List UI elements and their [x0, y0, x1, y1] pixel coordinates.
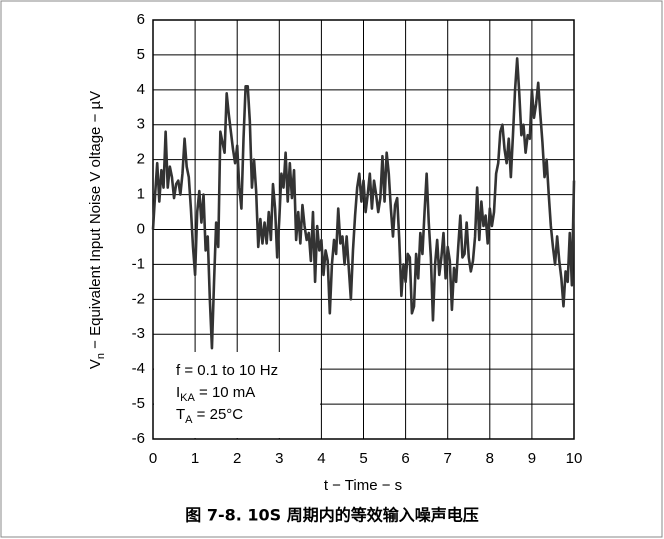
annotation-part: = 25°C	[193, 406, 244, 423]
y-tick-label: 5	[137, 46, 145, 63]
annotation-part: = 10 mA	[195, 384, 255, 401]
y-label-sub: n	[95, 353, 107, 359]
y-tick-label: -2	[132, 290, 145, 307]
x-tick-label: 4	[317, 450, 325, 467]
x-tick-label: 5	[359, 450, 367, 467]
annotation-part: T	[176, 406, 185, 423]
x-tick-label: 2	[233, 450, 241, 467]
y-tick-label: 1	[137, 186, 145, 203]
y-tick-label: 3	[137, 116, 145, 133]
y-label-part: V	[87, 359, 104, 369]
x-tick-label: 7	[444, 450, 452, 467]
annotation-part: I	[176, 384, 180, 401]
x-tick-label: 10	[566, 450, 583, 467]
x-tick-label: 8	[486, 450, 494, 467]
annotation: IKA = 10 mA	[176, 384, 255, 404]
annotation-box	[154, 352, 320, 438]
x-tick-label: 0	[149, 450, 157, 467]
y-tick-label: 2	[137, 151, 145, 168]
y-label-part: − Equivalent Input Noise V oltage − µV	[87, 91, 104, 353]
y-tick-label: -6	[132, 430, 145, 447]
annotation-sub: KA	[180, 392, 195, 404]
y-tick-label: 0	[137, 220, 145, 237]
y-tick-label: -5	[132, 395, 145, 412]
y-tick-label: 6	[137, 11, 145, 28]
plot	[151, 19, 576, 440]
noise-line	[151, 57, 576, 350]
x-tick-label: 6	[401, 450, 409, 467]
x-tick-label: 1	[191, 450, 199, 467]
x-tick-label: 3	[275, 450, 283, 467]
y-tick-label: -3	[132, 325, 145, 342]
x-axis-label: t − Time − s	[324, 477, 402, 494]
x-tick-label: 9	[528, 450, 536, 467]
y-axis-label: Vn − Equivalent Input Noise V oltage − µ…	[87, 91, 107, 369]
annotation-sub: A	[185, 414, 193, 426]
y-tick-label: -4	[132, 360, 145, 377]
y-tick-label: 4	[137, 81, 145, 98]
annotation: TA = 25°C	[176, 406, 243, 426]
y-tick-label: -1	[132, 255, 145, 272]
annotation: f = 0.1 to 10 Hz	[176, 362, 278, 379]
caption: 图 7-8. 10S 周期内的等效输入噪声电压	[185, 506, 479, 525]
